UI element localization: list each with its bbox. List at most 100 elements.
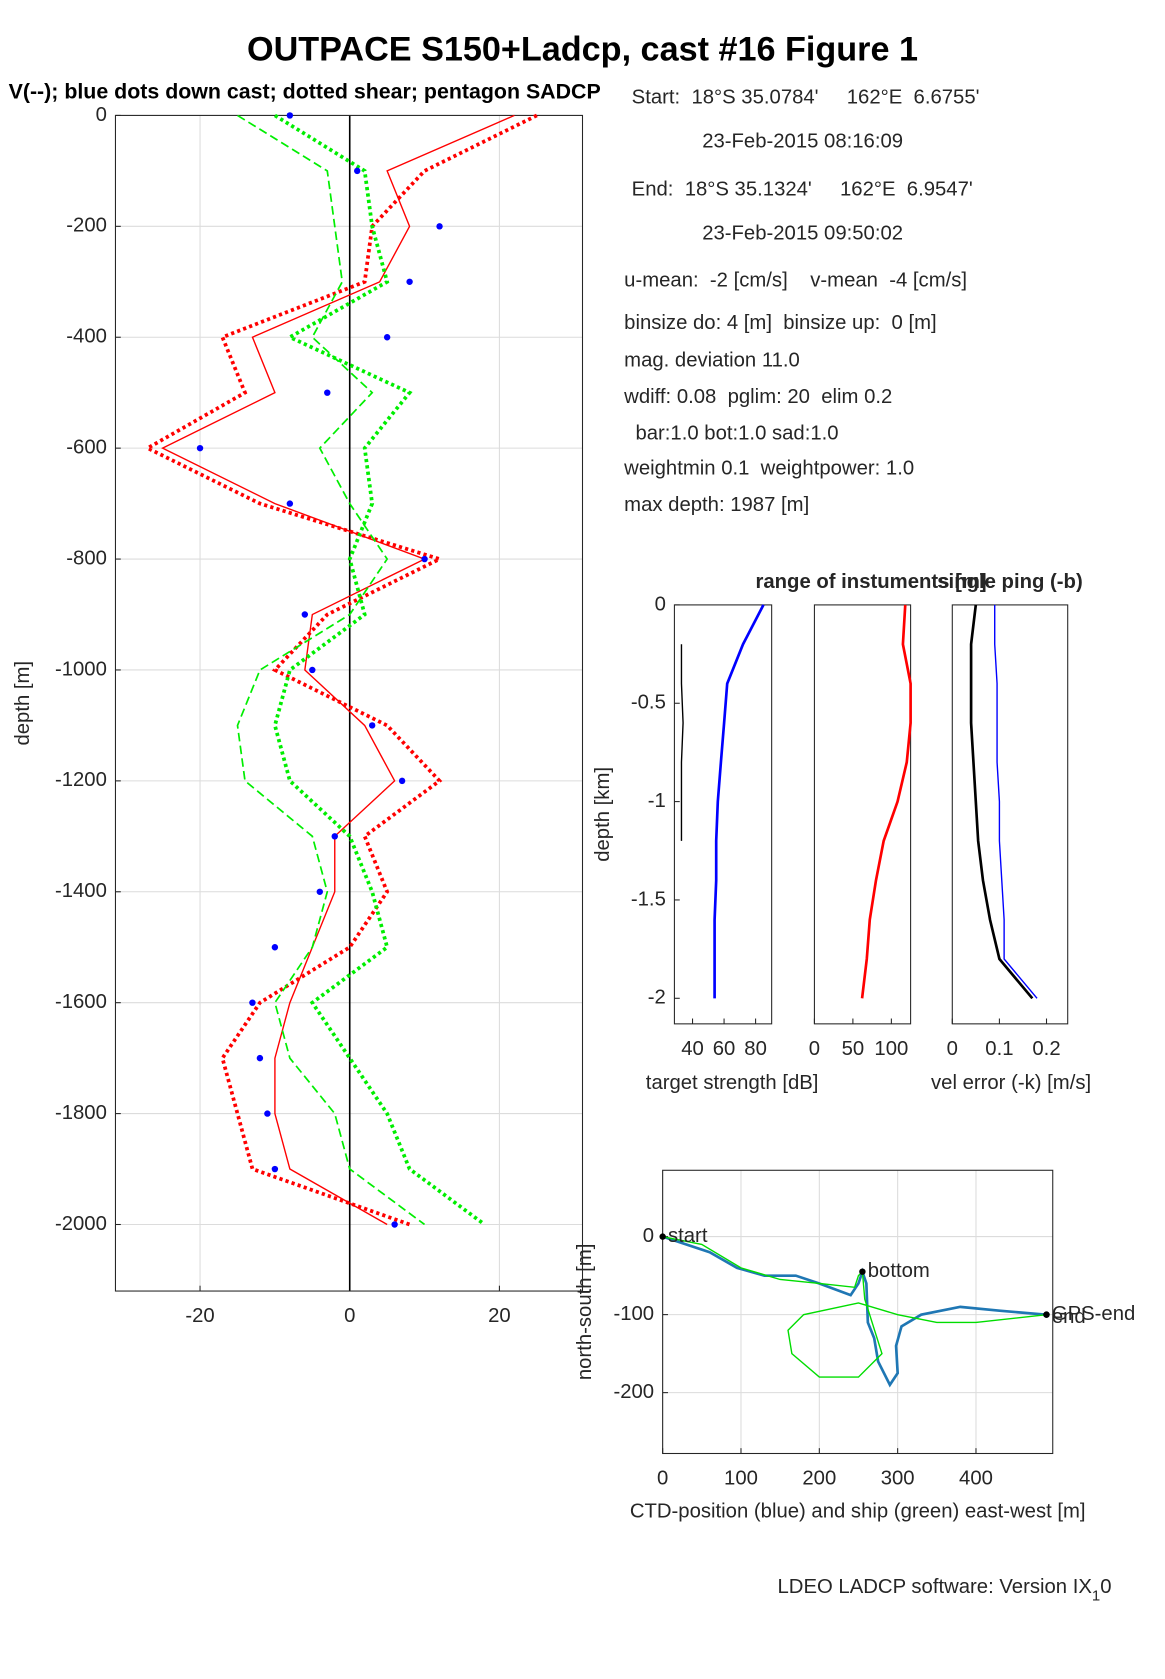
- x-tick-label: 0: [947, 1038, 958, 1060]
- dot: [256, 1054, 264, 1062]
- series-line: [662, 1235, 1047, 1388]
- x-tick-label: 60: [713, 1038, 736, 1060]
- info-line: mag. deviation 11.0: [624, 350, 800, 372]
- y-tick-label: 0: [655, 593, 666, 615]
- y-axis-label: depth [km]: [592, 767, 614, 862]
- info-line: u-mean: -2 [cm/s] v-mean -4 [cm/s]: [624, 269, 967, 291]
- y-tick-label: -2: [648, 987, 666, 1009]
- series-line: [662, 1235, 1047, 1378]
- y-tick-label: 0: [96, 104, 107, 126]
- info-line: End: 18°S 35.1324' 162°E 6.9547': [632, 179, 973, 201]
- series-line: [994, 604, 1038, 999]
- y-tick-label: -400: [66, 326, 107, 348]
- dot: [316, 888, 323, 895]
- axes-box: [673, 604, 773, 1025]
- axes-box: [951, 604, 1069, 1025]
- info-line: weightmin 0.1 weightpower: 1.0: [623, 458, 914, 480]
- y-tick-label: -1: [648, 790, 666, 812]
- y-tick-label: 0: [643, 1225, 654, 1247]
- x-tick-label: 0: [344, 1305, 355, 1327]
- x-tick-label: -20: [185, 1305, 214, 1327]
- y-tick-label: -600: [66, 437, 107, 459]
- info-line: binsize do: 4 [m] binsize up: 0 [m]: [624, 312, 937, 334]
- title: OUTPACE S150+Ladcp, cast #16 Figure 1: [247, 30, 918, 68]
- y-tick-label: -100: [613, 1303, 654, 1325]
- series-line: [272, 113, 486, 1226]
- annotation: bottom: [868, 1260, 930, 1282]
- dot: [196, 444, 204, 452]
- annotation: start: [668, 1225, 708, 1247]
- x-axis-label: target strength [dB]: [646, 1072, 819, 1094]
- dot: [286, 500, 294, 507]
- x-axis-label: CTD-position (blue) and ship (green) eas…: [630, 1501, 1086, 1523]
- dot: [398, 777, 406, 785]
- y-tick-label: -1.5: [631, 888, 666, 910]
- y-tick-label: -1800: [55, 1102, 107, 1124]
- x-tick-label: 200: [802, 1468, 836, 1490]
- series-line: [680, 644, 684, 841]
- marker: [659, 1233, 666, 1240]
- info-line: max depth: 1987 [m]: [624, 494, 809, 516]
- y-axis-label: depth [m]: [12, 661, 34, 746]
- x-tick-label: 400: [959, 1468, 993, 1490]
- y-axis-label: north-south [m]: [574, 1244, 596, 1381]
- dot: [383, 334, 391, 341]
- dot: [421, 555, 428, 563]
- y-tick-label: -0.5: [631, 692, 666, 714]
- dot: [331, 833, 338, 840]
- series-line: [236, 114, 426, 1226]
- info-line: wdiff: 0.08 pglim: 20 elim 0.2: [623, 386, 892, 408]
- dot: [271, 1165, 279, 1173]
- footer-suffix: 0: [1100, 1577, 1111, 1599]
- dot: [391, 1221, 398, 1228]
- info-line: 23-Feb-2015 09:50:02: [702, 222, 903, 244]
- dot: [324, 389, 331, 396]
- y-tick-label: -800: [66, 547, 107, 569]
- x-tick-label: 50: [842, 1038, 865, 1060]
- annotation: end: [1052, 1306, 1086, 1328]
- dot: [309, 666, 316, 674]
- subtitle: V(--); blue dots down cast; dotted shear…: [9, 80, 601, 104]
- x-tick-label: 0: [809, 1038, 820, 1060]
- info-line: Start: 18°S 35.0784' 162°E 6.6755': [632, 87, 980, 109]
- dot: [286, 112, 294, 119]
- x-tick-label: 100: [874, 1038, 908, 1060]
- axes-box: [114, 114, 584, 1292]
- footer: LDEO LADCP software: Version IX10: [778, 1577, 1112, 1605]
- annotation: GPS-end: [1052, 1303, 1136, 1325]
- x-tick-label: 0.2: [1032, 1038, 1060, 1060]
- info-line: bar:1.0 bot:1.0 sad:1.0: [624, 422, 838, 444]
- series-line: [860, 604, 912, 999]
- y-tick-label: -1200: [55, 769, 107, 791]
- marker: [859, 1268, 866, 1275]
- x-tick-label: 0: [657, 1468, 668, 1490]
- series-line: [969, 604, 1034, 1000]
- info-line: 23-Feb-2015 08:16:09: [702, 131, 903, 153]
- series-line: [143, 113, 538, 1227]
- dot: [354, 167, 361, 175]
- dot: [249, 999, 256, 1006]
- x-tick-label: 0.1: [985, 1038, 1013, 1060]
- dot: [368, 722, 376, 729]
- x-tick-label: 300: [881, 1468, 915, 1490]
- series-line: [161, 114, 515, 1226]
- series-line: [713, 604, 765, 999]
- x-tick-label: 20: [488, 1305, 511, 1327]
- x-tick-label: 100: [724, 1468, 758, 1490]
- panel-title: range of instuments [m]: [755, 571, 986, 593]
- x-tick-label: 40: [681, 1038, 704, 1060]
- dot: [406, 278, 413, 285]
- y-tick-label: -200: [66, 215, 107, 237]
- y-tick-label: -1000: [55, 658, 107, 680]
- dot: [271, 944, 279, 951]
- marker: [1043, 1311, 1050, 1318]
- axes-box: [813, 604, 912, 1025]
- axes-box: [662, 1169, 1054, 1455]
- dot: [301, 611, 309, 618]
- footer-text: LDEO LADCP software: Version IX: [778, 1577, 1093, 1599]
- x-tick-label: 80: [744, 1038, 767, 1060]
- dot: [436, 223, 443, 230]
- y-tick-label: -2000: [55, 1213, 107, 1235]
- y-tick-label: -1600: [55, 991, 107, 1013]
